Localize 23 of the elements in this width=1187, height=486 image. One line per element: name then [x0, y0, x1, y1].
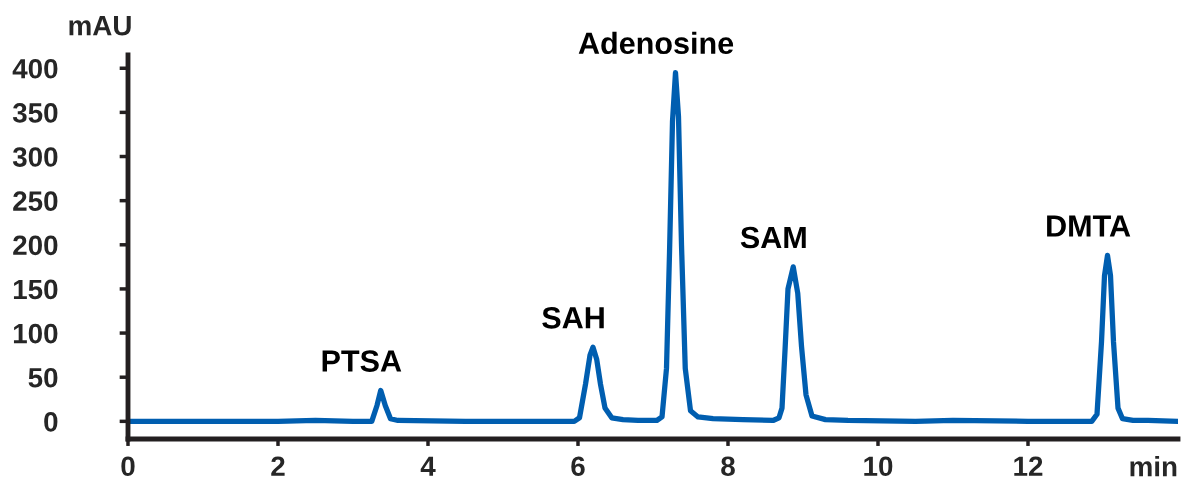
y-tick-label: 0	[44, 412, 58, 432]
y-tick-label: 250	[13, 191, 58, 211]
x-tick-label: 10	[864, 456, 893, 477]
annotation: PTSA	[322, 350, 402, 372]
y-tick-label: 300	[12, 147, 58, 167]
annotation: DMTA	[1047, 215, 1131, 237]
x-tick-label: 12	[1014, 456, 1043, 476]
x-tick-label: 4	[420, 456, 436, 476]
x-tick-label: 8	[721, 456, 735, 477]
y-tick-label: 100	[13, 323, 58, 344]
x-tick-label: 2	[271, 456, 285, 476]
x-axis-title: min	[1130, 456, 1177, 477]
y-tick-label: 400	[12, 58, 58, 79]
y-tick-label: 200	[13, 235, 58, 256]
annotation: Adenosine	[578, 31, 734, 55]
x-tick-label: 0	[121, 456, 135, 477]
y-axis-title: mAU	[69, 16, 131, 36]
annotation: SAM	[740, 226, 806, 249]
y-tick-label: 150	[13, 279, 58, 300]
annotation: SAH	[542, 307, 604, 329]
y-tick-label: 50	[28, 367, 58, 388]
y-tick-label: 350	[12, 103, 58, 123]
x-tick-label: 6	[571, 456, 585, 477]
